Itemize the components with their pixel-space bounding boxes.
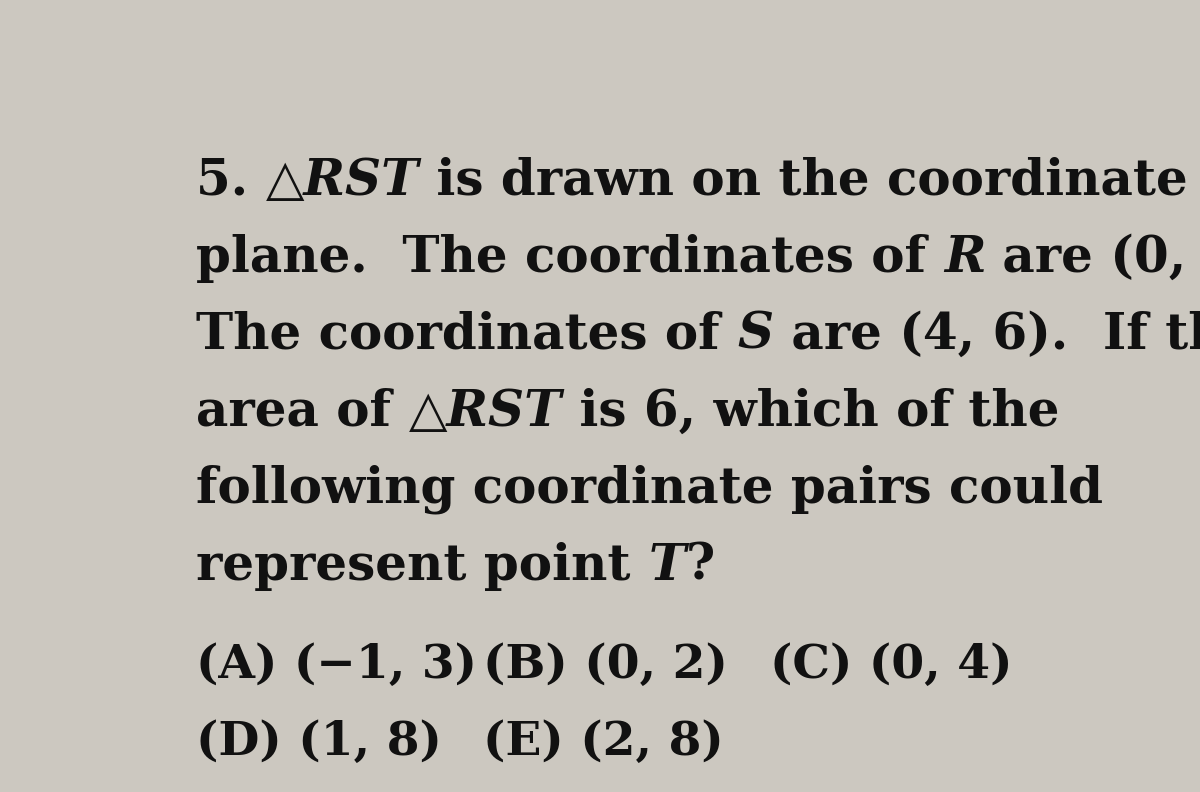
Text: (C) (0, 4): (C) (0, 4) [770, 642, 1013, 687]
Text: is drawn on the coordinate: is drawn on the coordinate [419, 157, 1188, 206]
Text: △RST: △RST [409, 387, 563, 436]
Text: (B) (0, 2): (B) (0, 2) [484, 642, 728, 687]
Text: 5.: 5. [197, 157, 266, 206]
Text: (D) (1, 8): (D) (1, 8) [197, 719, 443, 765]
Text: area of: area of [197, 387, 409, 436]
Text: (E) (2, 8): (E) (2, 8) [484, 719, 724, 765]
Text: is 6, which of the: is 6, which of the [563, 387, 1060, 436]
Text: represent point: represent point [197, 542, 648, 591]
Text: R: R [944, 234, 985, 283]
Text: △RST: △RST [266, 157, 419, 206]
Text: S: S [738, 310, 774, 360]
Text: The coordinates of: The coordinates of [197, 310, 738, 360]
Text: ?: ? [685, 542, 715, 591]
Text: (A) (−1, 3): (A) (−1, 3) [197, 642, 478, 687]
Text: T: T [648, 542, 685, 591]
Text: are (4, 6).  If the: are (4, 6). If the [774, 310, 1200, 360]
Text: are (0, 6).: are (0, 6). [985, 234, 1200, 283]
Text: plane.  The coordinates of: plane. The coordinates of [197, 234, 944, 283]
Text: following coordinate pairs could: following coordinate pairs could [197, 465, 1104, 514]
